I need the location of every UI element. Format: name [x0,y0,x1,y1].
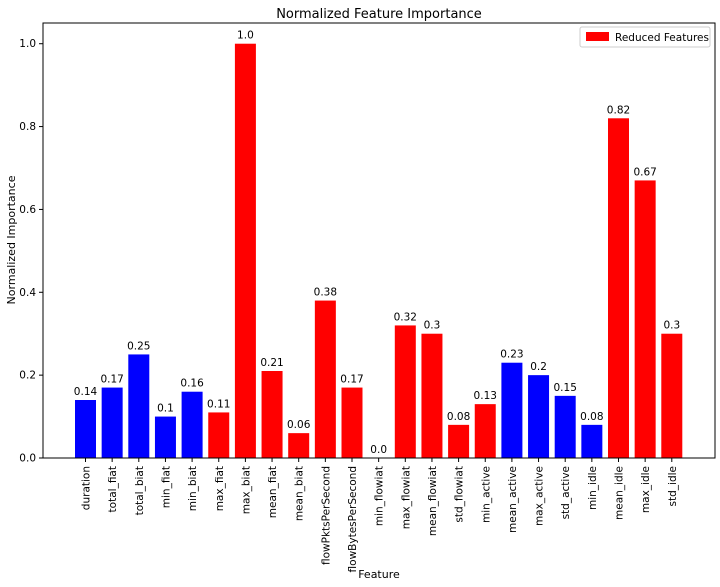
legend-box [579,26,711,48]
data-label-std_idle: 0.3 [663,320,680,332]
data-label-std_flowiat: 0.08 [447,411,470,423]
data-label-max_fiat: 0.11 [207,398,230,410]
chart-title: Normalized Feature Importance [276,7,482,22]
bar-min_active [474,404,496,458]
data-label-min_biat: 0.16 [180,378,204,390]
plot-frame [42,22,716,459]
data-labels-layer: 0.140.170.250.10.160.111.00.210.060.380.… [74,30,680,456]
y-axis-label: Normalized Importance [5,175,18,304]
data-label-min_fiat: 0.1 [157,403,174,415]
y-tick-label-0.4: 0.4 [19,287,36,299]
x-tick-label-total_biat: total_biat [134,466,146,515]
bar-min_fiat [154,416,176,458]
bar-max_idle [634,180,656,458]
x-tick-label-mean_idle: mean_idle [614,466,626,520]
data-label-max_biat: 1.0 [237,30,254,42]
x-tick-label-max_biat: max_biat [240,466,252,514]
bar-max_fiat [208,412,230,458]
data-label-min_flowiat: 0.0 [370,444,387,456]
x-tick-label-total_fiat: total_fiat [107,466,119,512]
bar-flowBytesPerSecond [341,387,363,458]
x-tick-label-max_idle: max_idle [640,466,652,513]
legend-swatch-reduced [586,32,609,41]
bar-mean_flowiat [421,333,443,458]
bar-total_fiat [101,387,123,458]
x-tick-label-std_idle: std_idle [667,466,679,506]
y-axis: 0.0 0.2 0.4 0.6 0.8 1.0 [19,38,43,465]
data-label-min_idle: 0.08 [580,411,603,423]
x-tick-label-mean_flowiat: mean_flowiat [427,466,439,536]
x-axis-label: Feature [358,568,400,581]
bar-total_biat [128,354,150,458]
legend-label-reduced: Reduced Features [615,32,709,44]
data-label-max_flowiat: 0.32 [394,311,417,323]
x-tick-label-min_biat: min_biat [187,466,199,511]
data-label-mean_active: 0.23 [500,349,523,361]
x-tick-label-flowBytesPerSecond: flowBytesPerSecond [347,466,359,572]
data-label-flowBytesPerSecond: 0.17 [340,374,363,386]
x-tick-label-std_active: std_active [560,466,572,519]
data-label-total_fiat: 0.17 [100,374,123,386]
data-label-duration: 0.14 [74,386,98,398]
bar-flowPktsPerSecond [314,300,336,458]
bar-mean_fiat [261,371,283,458]
x-tick-label-std_flowiat: std_flowiat [454,466,466,523]
x-tick-label-mean_fiat: mean_fiat [267,466,279,518]
bar-max_flowiat [394,325,416,458]
x-tick-label-max_active: max_active [534,466,546,526]
bar-std_active [554,395,576,458]
bar-max_active [528,375,550,458]
data-label-mean_idle: 0.82 [607,104,630,116]
x-tick-label-flowPktsPerSecond: flowPktsPerSecond [320,466,332,565]
data-label-max_active: 0.2 [530,361,547,373]
data-label-std_active: 0.15 [554,382,577,394]
x-tick-label-min_fiat: min_fiat [160,466,172,508]
y-tick-label-0.0: 0.0 [19,453,36,465]
data-label-mean_flowiat: 0.3 [424,320,441,332]
x-tick-label-mean_active: mean_active [507,466,519,533]
x-tick-label-max_flowiat: max_flowiat [400,466,412,529]
x-axis: duration total_fiat total_biat min_fiat min_… [81,458,679,572]
data-label-flowPktsPerSecond: 0.38 [314,287,337,299]
legend: Reduced Features [579,26,711,48]
data-label-min_active: 0.13 [474,390,497,402]
x-tick-label-min_active: min_active [480,466,492,523]
y-tick-label-0.8: 0.8 [19,121,36,133]
bar-mean_biat [288,433,310,458]
x-tick-label-mean_biat: mean_biat [294,466,306,521]
y-tick-label-0.2: 0.2 [19,370,36,382]
bar-min_biat [181,391,203,458]
bar-min_idle [581,424,603,458]
bar-mean_active [501,362,523,458]
bar-mean_idle [608,118,629,458]
data-label-max_idle: 0.67 [633,166,656,178]
data-label-total_biat: 0.25 [127,340,150,352]
y-tick-label-0.6: 0.6 [19,204,36,216]
data-label-mean_fiat: 0.21 [260,357,283,369]
bars-layer [75,43,683,459]
x-tick-label-min_idle: min_idle [587,466,599,510]
x-tick-label-duration: duration [81,466,93,510]
data-label-mean_biat: 0.06 [287,419,311,431]
y-tick-label-1.0: 1.0 [19,38,36,50]
x-tick-label-max_fiat: max_fiat [214,466,226,511]
bar-std_idle [661,333,683,458]
x-tick-label-min_flowiat: min_flowiat [374,466,386,526]
bar-max_biat [234,43,256,459]
bar-std_flowiat [448,424,470,458]
bar-duration [75,400,96,458]
